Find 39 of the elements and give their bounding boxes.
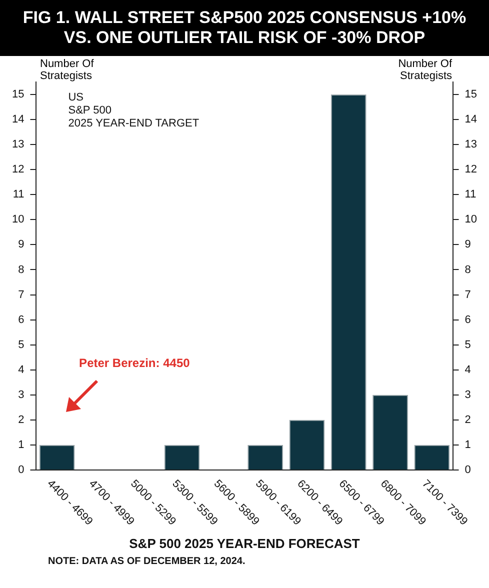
y2-tick-label: 12 bbox=[464, 164, 478, 176]
y2-tick-label: 13 bbox=[464, 138, 478, 151]
y2-tick-label: 9 bbox=[464, 238, 471, 251]
y-tick-label: 9 bbox=[18, 238, 24, 251]
y-tick-label: 14 bbox=[12, 114, 24, 126]
y-tick-label: 10 bbox=[12, 214, 24, 226]
y2-axis-title: Number Of Strategists bbox=[397, 58, 452, 82]
y-tick-label: 12 bbox=[12, 164, 24, 176]
chart-title: FIG 1. WALL STREET S&P500 2025 CONSENSUS +10% VS. ONE OUTLIER TAIL RISK OF -30% DROP bbox=[0, 0, 489, 56]
y2-tick-label: 0 bbox=[464, 464, 471, 476]
y2-tick-label: 3 bbox=[464, 388, 471, 401]
y2-tick-label: 8 bbox=[464, 264, 471, 276]
y-tick-label: 5 bbox=[18, 338, 24, 351]
y2-tick-label: 15 bbox=[464, 88, 478, 101]
text: NOTE: DATA AS OF DECEMBER 12, 2024. bbox=[48, 556, 246, 567]
y-tick-label: 3 bbox=[18, 388, 24, 401]
annotation: Peter Berezin: 4450 bbox=[79, 356, 190, 370]
y-tick-label: 2 bbox=[18, 414, 24, 426]
y-axis-title: Number Of Strategists bbox=[40, 58, 95, 82]
y2-tick-label: 4 bbox=[464, 364, 471, 376]
y-tick-label: 0 bbox=[18, 464, 24, 476]
y2-tick-label: 14 bbox=[464, 114, 478, 126]
y2-tick-label: 1 bbox=[464, 439, 471, 451]
y2-tick-label: 2 bbox=[464, 414, 471, 426]
y-tick-label: 4 bbox=[18, 364, 24, 376]
y-tick-label: 1 bbox=[18, 439, 24, 451]
y2-tick-label: 7 bbox=[464, 288, 471, 301]
y2-tick-label: 6 bbox=[464, 314, 471, 326]
x-axis-title: S&P 500 2025 YEAR-END FORECAST bbox=[128, 536, 361, 551]
y2-tick-label: 5 bbox=[464, 338, 471, 351]
y-tick-label: 8 bbox=[18, 264, 24, 276]
y2-tick-label: 10 bbox=[464, 214, 478, 226]
y2-tick-label: 11 bbox=[464, 188, 476, 201]
y-tick-label: 6 bbox=[18, 314, 24, 326]
y-tick-label: 13 bbox=[12, 138, 24, 151]
annotation: US S&P 500 2025 YEAR-END TARGET bbox=[68, 92, 200, 130]
y-tick-label: 7 bbox=[18, 288, 24, 301]
y-tick-label: 15 bbox=[12, 88, 24, 101]
y-tick-label: 11 bbox=[12, 188, 24, 201]
